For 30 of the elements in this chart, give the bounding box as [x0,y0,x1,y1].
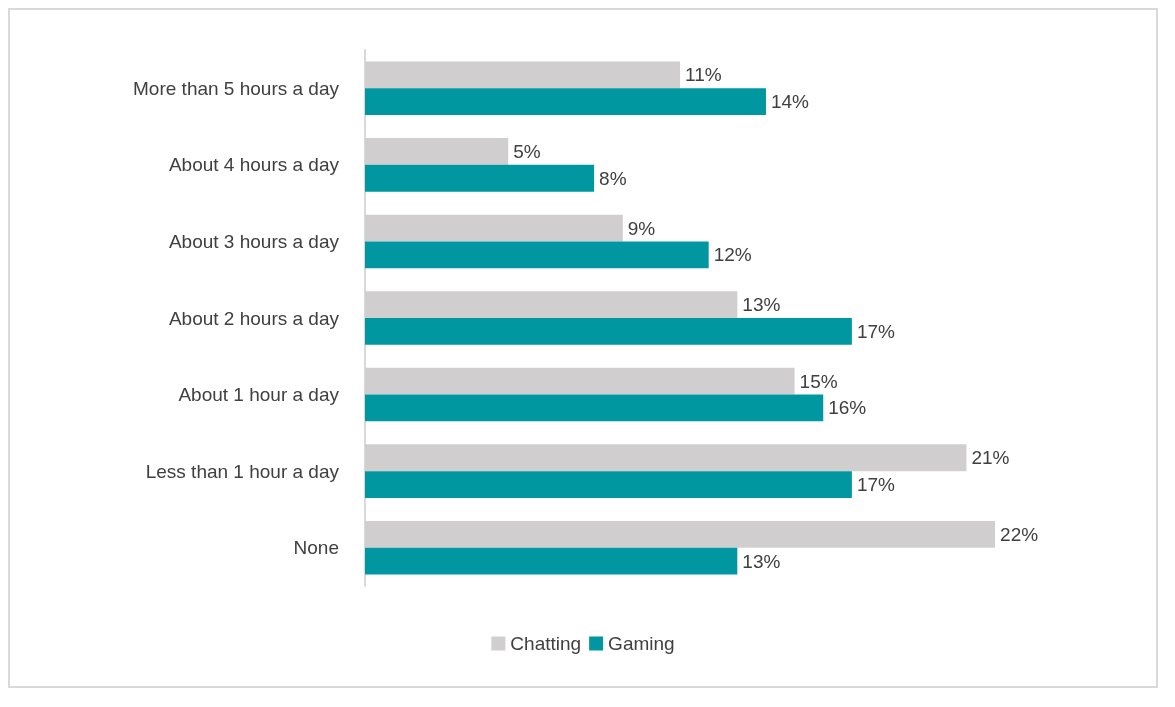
bar [365,164,595,192]
y-tick-label: Less than 1 hour a day [145,460,340,482]
data-label: 22% [1000,523,1039,545]
data-label: 5% [513,140,541,162]
y-tick-label: About 1 hour a day [178,384,340,406]
data-label: 13% [742,294,781,316]
data-label: 13% [742,550,781,572]
bar [365,88,766,116]
legend-label: Chatting [510,633,582,654]
y-tick-label: About 4 hours a day [168,154,340,176]
y-tick-label: About 2 hours a day [168,307,340,329]
y-tick-label: More than 5 hours a day [133,77,340,99]
data-label: 21% [971,447,1010,469]
bar [365,394,824,422]
data-label: 15% [799,370,838,392]
data-label: 17% [856,320,896,342]
data-label: 8% [599,167,627,189]
data-label: 14% [770,91,810,113]
data-label: 16% [828,397,867,419]
data-label: 12% [713,244,752,266]
data-label: 9% [627,217,656,239]
bar [365,547,738,575]
bar [365,318,852,345]
bar [365,241,709,269]
y-tick-label: About 3 hours a day [168,230,340,252]
data-label: 11% [685,64,722,86]
bar [365,471,852,498]
data-label: 17% [856,474,896,496]
y-tick-label: None [293,537,339,559]
legend-label: Gaming [608,633,675,654]
